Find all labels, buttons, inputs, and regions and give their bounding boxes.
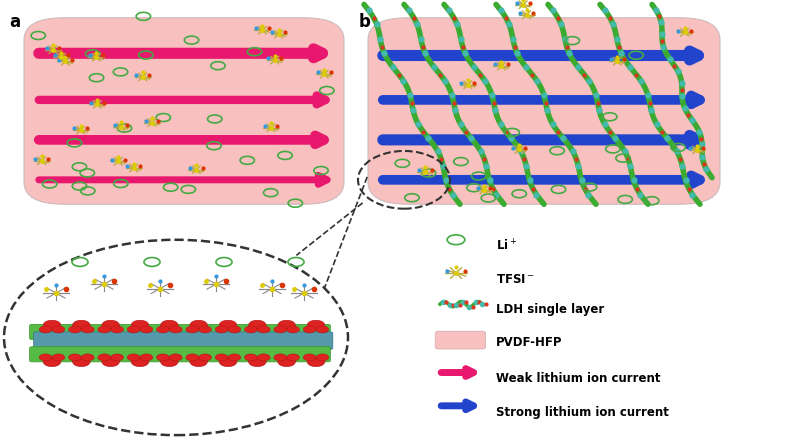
Circle shape — [215, 326, 228, 333]
Circle shape — [316, 354, 329, 361]
FancyBboxPatch shape — [30, 325, 330, 340]
Circle shape — [140, 354, 153, 361]
Circle shape — [249, 320, 266, 330]
Circle shape — [170, 354, 182, 361]
Circle shape — [127, 326, 140, 333]
Circle shape — [170, 326, 182, 333]
Circle shape — [52, 354, 65, 361]
Circle shape — [219, 357, 237, 367]
Circle shape — [110, 326, 123, 333]
Circle shape — [245, 326, 258, 333]
Circle shape — [186, 354, 198, 361]
Circle shape — [316, 326, 329, 333]
FancyBboxPatch shape — [34, 332, 333, 349]
Circle shape — [190, 320, 207, 330]
Circle shape — [274, 326, 286, 333]
Circle shape — [39, 326, 52, 333]
FancyBboxPatch shape — [30, 347, 330, 362]
Circle shape — [228, 326, 241, 333]
Text: PVDF-HFP: PVDF-HFP — [496, 336, 562, 349]
Circle shape — [39, 354, 52, 361]
Circle shape — [245, 354, 258, 361]
Circle shape — [82, 354, 94, 361]
Circle shape — [157, 354, 170, 361]
Circle shape — [43, 320, 61, 330]
Text: Strong lithium ion current: Strong lithium ion current — [496, 405, 669, 419]
Circle shape — [98, 326, 110, 333]
Circle shape — [286, 326, 299, 333]
Circle shape — [286, 354, 299, 361]
Circle shape — [127, 354, 140, 361]
Circle shape — [278, 357, 295, 367]
Text: LDH single layer: LDH single layer — [496, 303, 604, 316]
Circle shape — [43, 357, 61, 367]
Circle shape — [52, 326, 65, 333]
FancyBboxPatch shape — [24, 18, 344, 204]
Circle shape — [278, 320, 295, 330]
Circle shape — [102, 357, 119, 367]
Circle shape — [161, 320, 178, 330]
Text: b: b — [358, 12, 370, 31]
Circle shape — [69, 326, 82, 333]
Circle shape — [82, 326, 94, 333]
FancyBboxPatch shape — [368, 18, 720, 204]
Circle shape — [186, 326, 198, 333]
Ellipse shape — [4, 240, 348, 435]
Circle shape — [307, 357, 325, 367]
Text: Li$^+$: Li$^+$ — [496, 238, 518, 254]
Circle shape — [219, 320, 237, 330]
Circle shape — [140, 326, 153, 333]
Text: a: a — [10, 12, 21, 31]
Circle shape — [73, 320, 90, 330]
Circle shape — [303, 326, 316, 333]
Circle shape — [69, 354, 82, 361]
Circle shape — [198, 354, 211, 361]
Circle shape — [98, 354, 110, 361]
Circle shape — [258, 326, 270, 333]
Circle shape — [131, 357, 149, 367]
Text: Weak lithium ion current: Weak lithium ion current — [496, 372, 661, 385]
Circle shape — [307, 320, 325, 330]
Circle shape — [215, 354, 228, 361]
Circle shape — [303, 354, 316, 361]
FancyBboxPatch shape — [435, 331, 486, 349]
Circle shape — [190, 357, 207, 367]
Circle shape — [274, 354, 286, 361]
Circle shape — [198, 326, 211, 333]
Circle shape — [258, 354, 270, 361]
Circle shape — [102, 320, 119, 330]
Circle shape — [73, 357, 90, 367]
Circle shape — [249, 357, 266, 367]
Text: TFSI$^-$: TFSI$^-$ — [496, 273, 534, 286]
Circle shape — [161, 357, 178, 367]
Circle shape — [157, 326, 170, 333]
Circle shape — [228, 354, 241, 361]
Circle shape — [110, 354, 123, 361]
Circle shape — [131, 320, 149, 330]
